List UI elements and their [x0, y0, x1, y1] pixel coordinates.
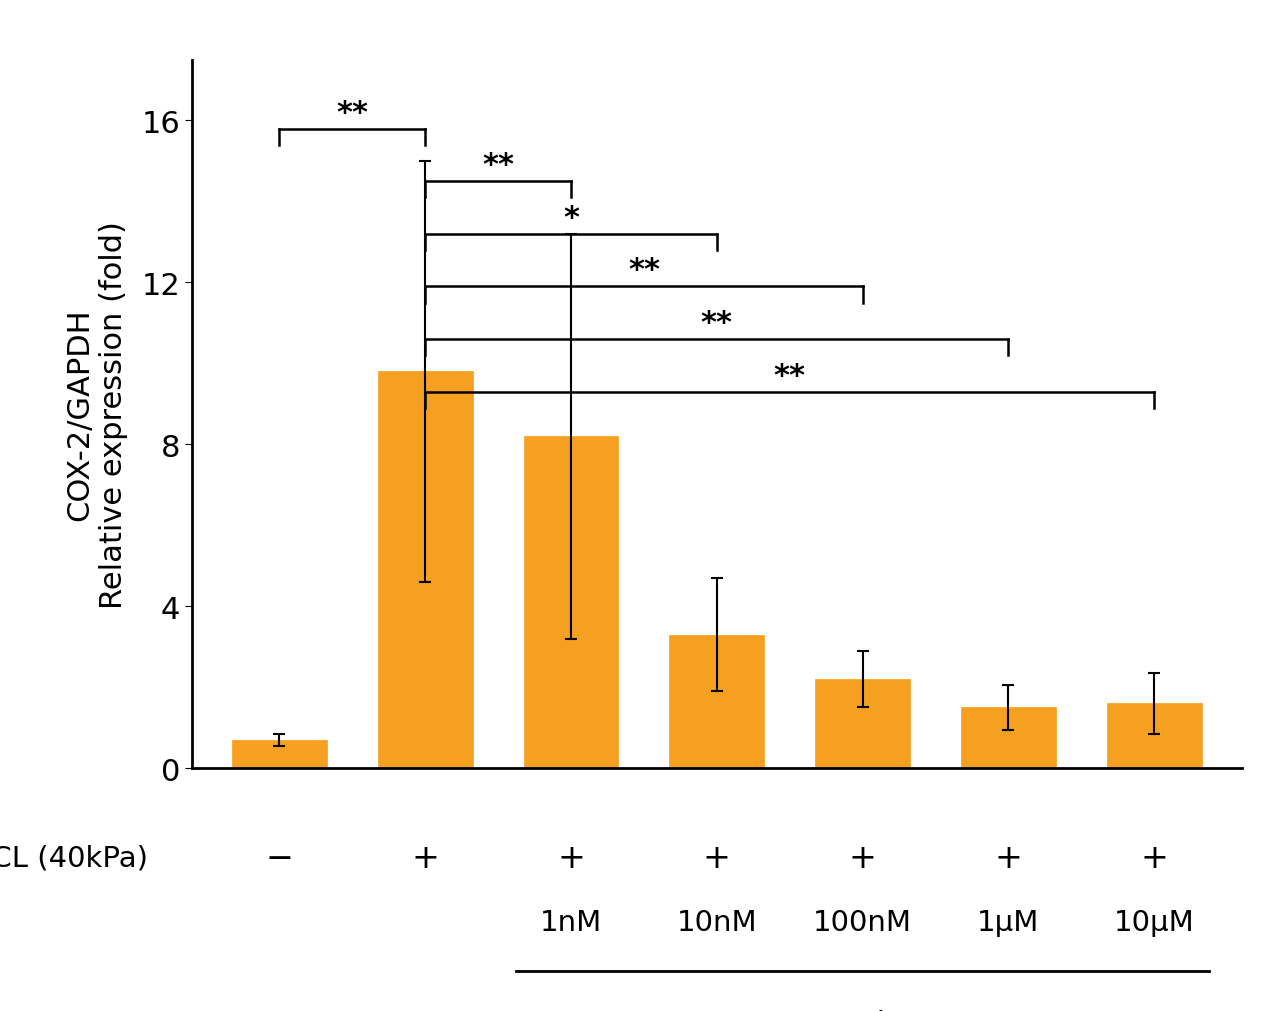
- Text: +: +: [557, 841, 585, 874]
- Text: 10nM: 10nM: [677, 908, 756, 936]
- Text: **: **: [773, 361, 805, 390]
- Text: +: +: [995, 841, 1023, 874]
- Text: **: **: [628, 256, 660, 285]
- Text: 100nM: 100nM: [813, 908, 913, 936]
- Y-axis label: COX-2/GAPDH
Relative expression (fold): COX-2/GAPDH Relative expression (fold): [65, 220, 128, 609]
- Text: CCL (40kPa): CCL (40kPa): [0, 843, 148, 871]
- Bar: [669, 635, 764, 768]
- Text: **: **: [701, 308, 732, 338]
- Text: +: +: [411, 841, 439, 874]
- Text: −: −: [265, 841, 293, 874]
- Bar: [961, 708, 1056, 768]
- Text: **: **: [337, 98, 369, 127]
- Text: +: +: [1140, 841, 1169, 874]
- Bar: [524, 437, 618, 768]
- Text: 1μM: 1μM: [977, 908, 1039, 936]
- Text: **: **: [483, 151, 515, 180]
- Text: 10μM: 10μM: [1114, 908, 1194, 936]
- Text: +: +: [703, 841, 731, 874]
- Text: *: *: [563, 203, 579, 233]
- Text: +: +: [849, 841, 877, 874]
- Bar: [232, 740, 326, 768]
- Text: 1nM: 1nM: [540, 908, 602, 936]
- Bar: [378, 372, 472, 768]
- Text: Dexamethasone: Dexamethasone: [737, 1009, 987, 1011]
- Bar: [1107, 704, 1202, 768]
- Bar: [815, 679, 910, 768]
